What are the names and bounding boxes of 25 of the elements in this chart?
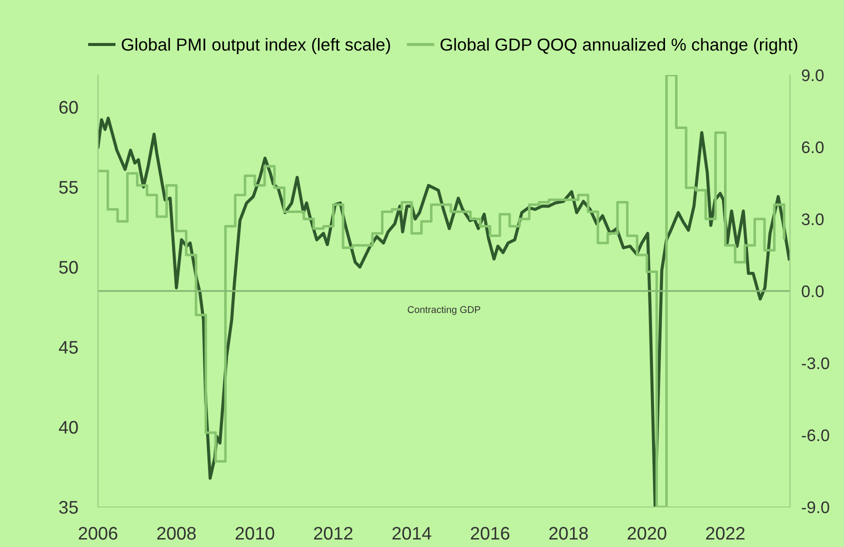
y2-tick-label: -9.0 (802, 501, 830, 514)
y-tick-label: 45 (58, 341, 78, 354)
x-tick-label: 2006 (78, 526, 118, 540)
y2-tick-label: 0.0 (802, 285, 824, 298)
y2-tick-label: -3.0 (802, 357, 830, 370)
y-tick-label: 50 (59, 260, 78, 274)
x-tick-label: 2022 (706, 526, 744, 540)
y2-tick-label: 3.0 (802, 213, 824, 226)
y-tick-label: 60 (59, 100, 78, 114)
y-tick-label: 40 (58, 420, 78, 434)
x-tick-label: 2014 (392, 526, 432, 540)
x-tick-label: 2012 (314, 526, 352, 540)
y-tick-label: 55 (59, 181, 78, 194)
y2-tick-label: 6.0 (802, 141, 824, 154)
x-tick-label: 2016 (470, 526, 510, 540)
x-tick-label: 2008 (157, 526, 196, 540)
x-tick-label: 2020 (628, 526, 666, 540)
ref-line-label: Contracting GDP (408, 306, 480, 315)
legend-label: Global GDP QOQ annualized % change (right) (440, 38, 798, 54)
y2-tick-label: -6.0 (802, 429, 830, 442)
legend-label: Global PMI output index (left scale) (122, 38, 390, 54)
x-tick-label: 2018 (549, 526, 588, 540)
x-tick-label: 2010 (236, 526, 274, 540)
y2-tick-label: 9.0 (802, 69, 824, 82)
y-tick-label: 35 (59, 500, 78, 514)
